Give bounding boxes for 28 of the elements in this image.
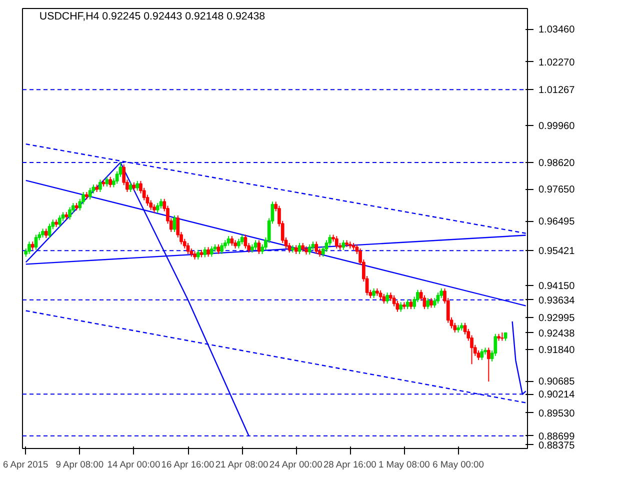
x-tick-label: 1 May 08:00 — [378, 460, 430, 470]
y-tick-label: 0.94150 — [538, 281, 576, 292]
y-tick-label: 0.97650 — [538, 184, 576, 196]
x-tick-label: 6 May 00:00 — [432, 460, 484, 470]
y-tick-label: 0.99960 — [538, 121, 576, 132]
y-tick-label: 0.96495 — [538, 216, 576, 228]
y-tick-label: 1.02270 — [538, 57, 576, 68]
ref-line-label: 1.01267 — [538, 85, 576, 96]
x-tick-label: 21 Apr 08:00 — [215, 460, 268, 470]
x-tick-label: 9 Apr 08:00 — [56, 460, 104, 470]
y-tick-label: 0.91840 — [538, 344, 576, 356]
y-tick-label: 0.92995 — [538, 312, 576, 324]
ref-line-label: 0.88699 — [538, 431, 576, 442]
chart-title: USDCHF,H4 0.92245 0.92443 0.92148 0.92438 — [39, 10, 266, 22]
y-tick-label: 0.90685 — [538, 376, 576, 388]
y-tick-label: 1.03460 — [538, 24, 576, 36]
ref-line-label: 0.98620 — [538, 158, 576, 170]
x-tick-label: 16 Apr 16:00 — [161, 460, 214, 470]
x-tick-label: 28 Apr 16:00 — [323, 460, 376, 470]
ref-line-label: 0.93634 — [538, 295, 576, 306]
x-tick-label: 6 Apr 2015 — [3, 460, 48, 470]
y-tick-label: 0.88375 — [538, 440, 576, 452]
ref-line-label: 0.95421 — [538, 246, 576, 258]
y-tick-label: 0.89530 — [538, 408, 576, 420]
ref-line-label: 0.90214 — [538, 390, 576, 401]
x-tick-label: 24 Apr 00:00 — [269, 460, 322, 470]
x-tick-label: 14 Apr 00:00 — [107, 460, 160, 470]
y-tick-label: 0.92438 — [538, 328, 576, 340]
